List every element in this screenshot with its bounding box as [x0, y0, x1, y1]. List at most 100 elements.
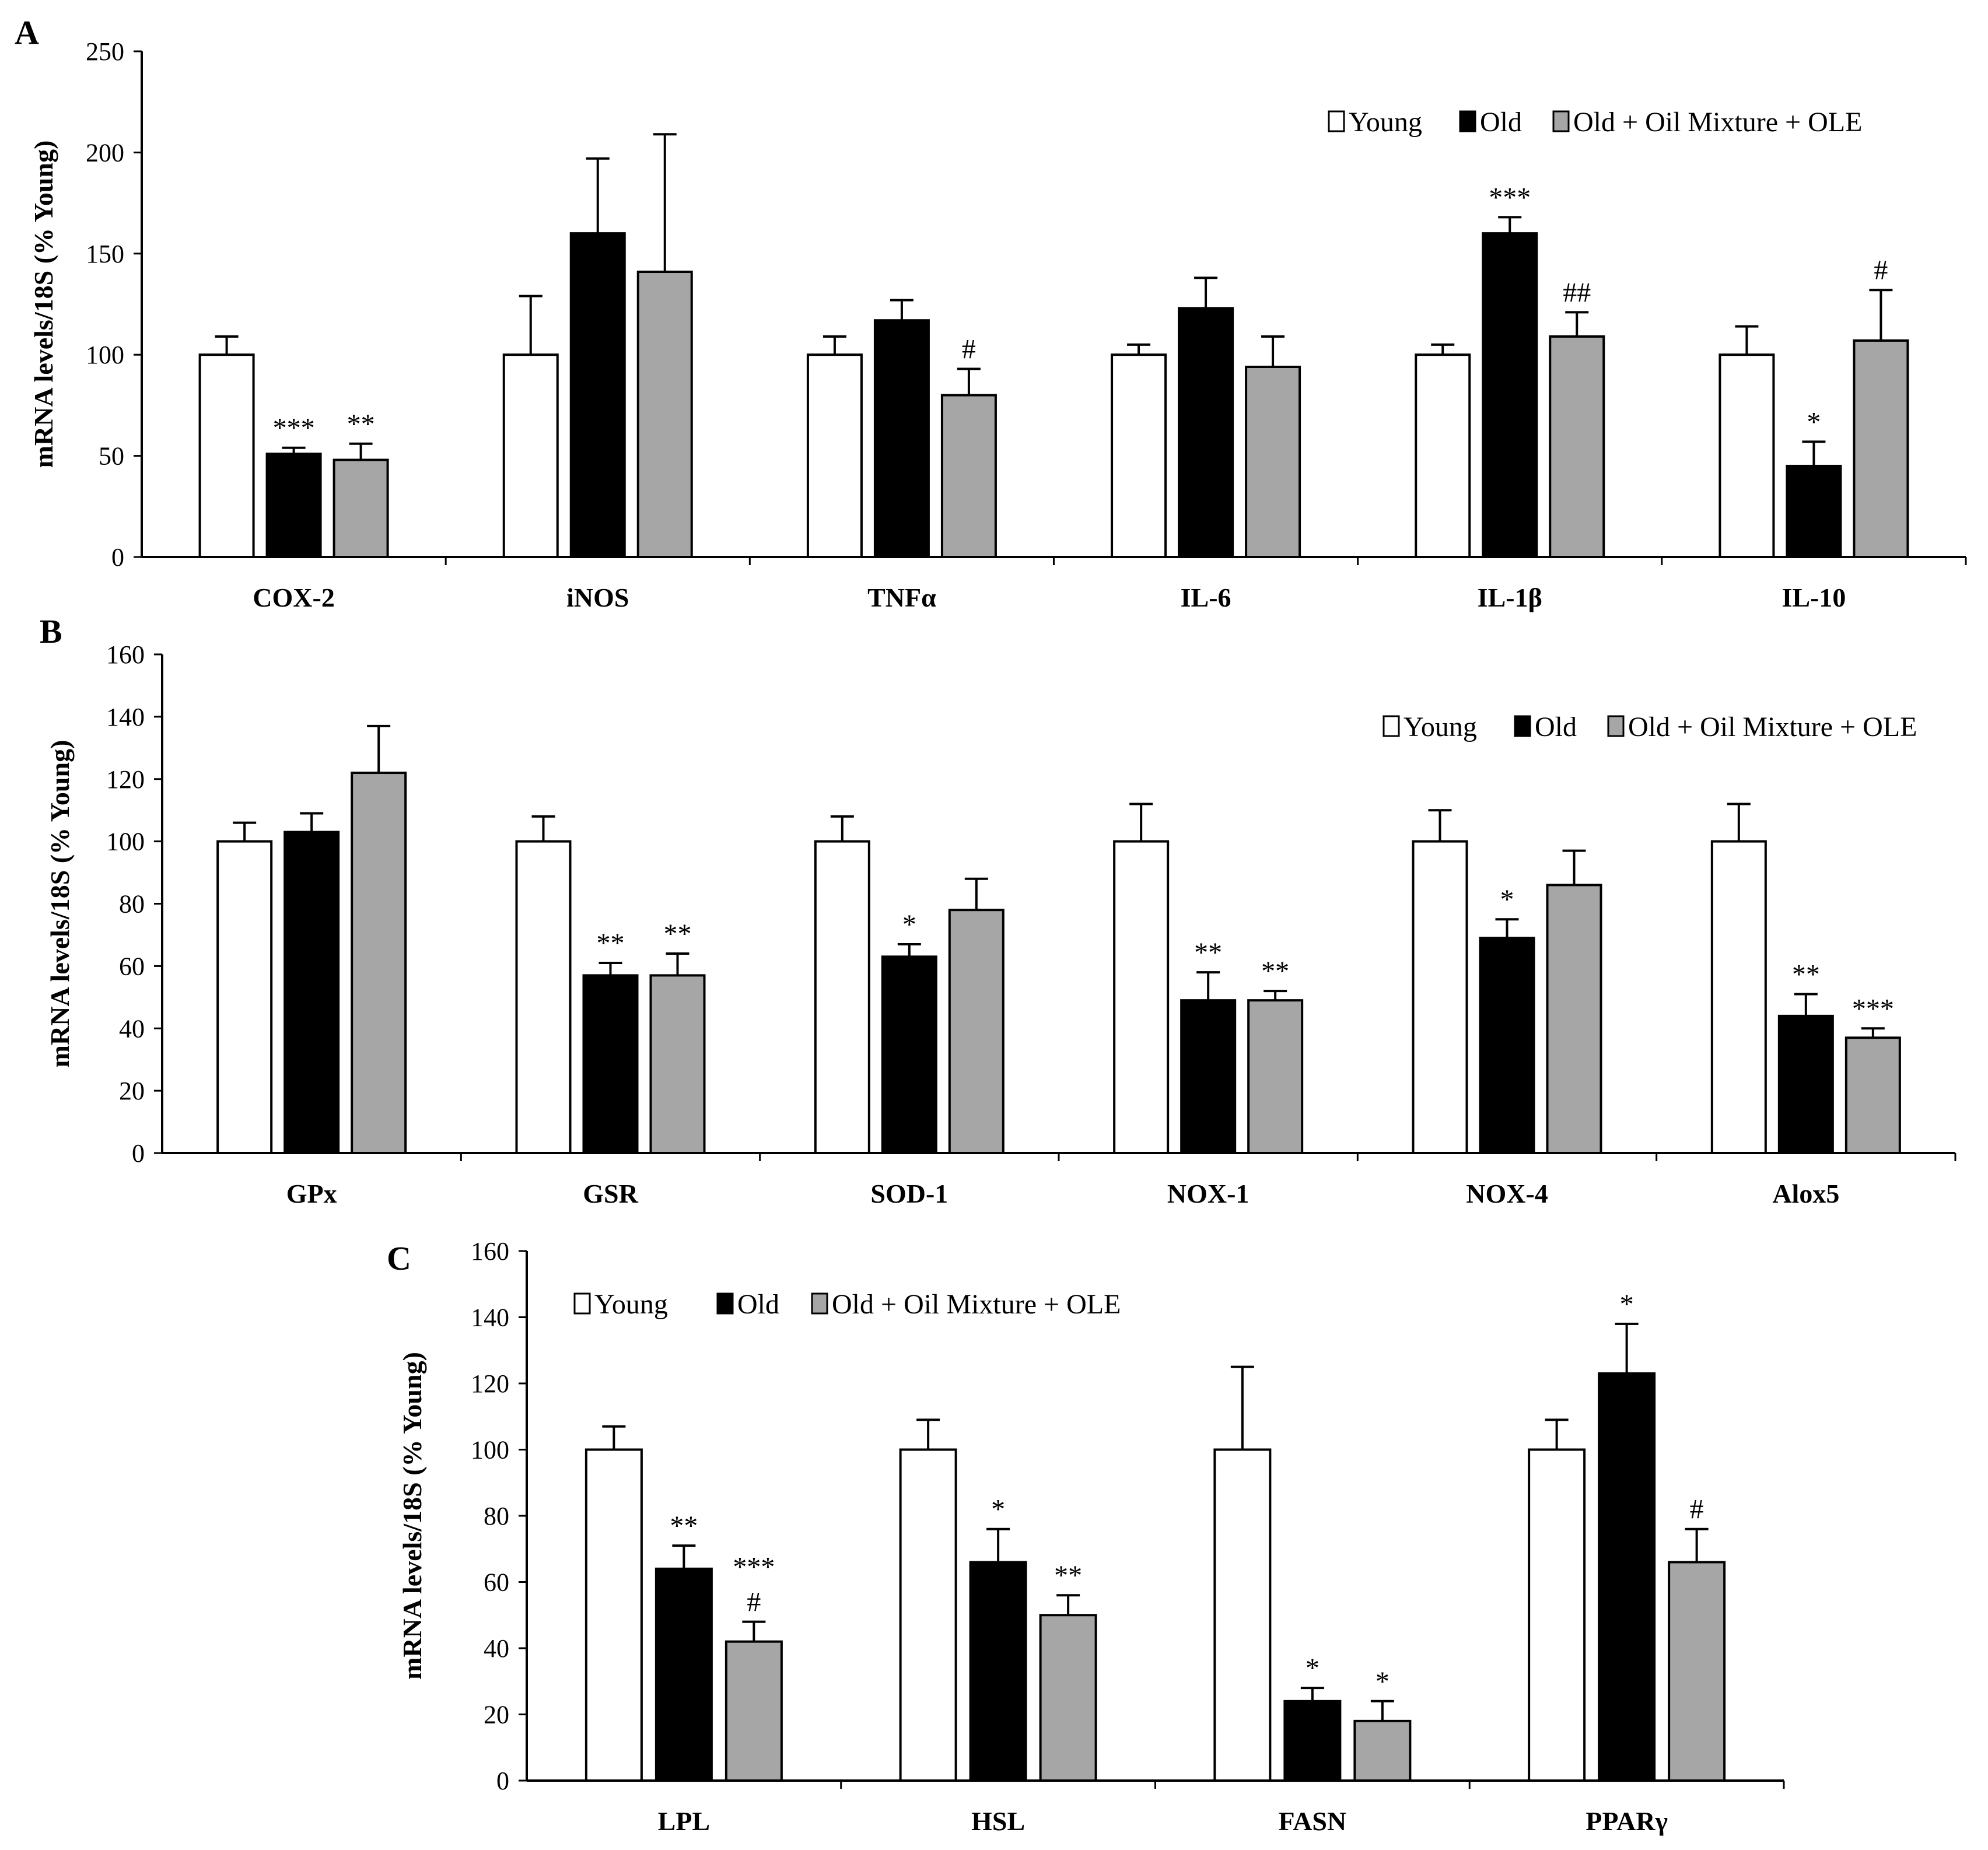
y-tick-label: 80 — [484, 1502, 509, 1530]
bar-gpx-old — [284, 831, 340, 1154]
bar-inos-old — [569, 232, 626, 558]
y-tick-label: 20 — [119, 1077, 145, 1105]
legend-swatch-young — [1382, 715, 1400, 737]
y-axis-title: mRNA levels/18S (% Young) — [45, 740, 75, 1068]
bar-alox5-old — [1777, 1014, 1834, 1154]
bar-fasn-old-oil-mixture-ole — [1353, 1719, 1412, 1782]
legend-label-old: Old — [737, 1289, 779, 1320]
bar-il-6-old — [1178, 307, 1234, 558]
panel-letter-b: B — [40, 612, 62, 650]
category-label-sod-1: SOD-1 — [870, 1179, 948, 1208]
y-tick-label: 120 — [471, 1369, 509, 1398]
y-tick-label: 150 — [86, 240, 124, 268]
significance-label-nox-1-old: ** — [1194, 937, 1222, 968]
bar-il-6-young — [1111, 353, 1167, 558]
bar-ppar-old — [1598, 1372, 1656, 1782]
y-axis-title: mRNA levels/18S (% Young) — [397, 1352, 427, 1680]
legend-swatch-old-oil-mixture-ole — [1607, 715, 1625, 737]
bar-il-1-old — [1482, 232, 1538, 558]
legend-swatch-old — [1514, 715, 1531, 737]
significance-label-tnf-old-oil-mixture-ole: # — [962, 334, 976, 365]
significance-label-alox5-old-oil-mixture-ole: *** — [1852, 993, 1894, 1024]
bar-gpx-young — [216, 840, 273, 1154]
category-label-gpx: GPx — [286, 1179, 337, 1208]
bar-gpx-old-oil-mixture-ole — [351, 772, 407, 1154]
y-tick-label: 40 — [484, 1634, 509, 1663]
category-label-hsl: HSL — [971, 1806, 1025, 1836]
legend-b: Young Old Old + Oil Mixture + OLE — [1382, 712, 1917, 742]
category-label-il-10: IL-10 — [1782, 583, 1846, 612]
legend-label-old-oil-mixture-ole: Old + Oil Mixture + OLE — [1573, 107, 1862, 138]
bar-nox-4-old — [1479, 937, 1535, 1154]
significance-label-nox-1-old-oil-mixture-ole: ** — [1261, 956, 1289, 987]
category-label-cox-2: COX-2 — [253, 583, 335, 612]
significance-label-il-1-old-oil-mixture-ole: ## — [1563, 277, 1591, 308]
category-label-lpl: LPL — [658, 1806, 710, 1836]
bar-nox-4-old-oil-mixture-ole — [1546, 884, 1602, 1154]
bar-il-10-old-oil-mixture-ole — [1853, 339, 1909, 558]
bar-hsl-old-oil-mixture-ole — [1039, 1614, 1097, 1782]
y-tick-label: 160 — [106, 640, 145, 669]
significance-label-alox5-old: ** — [1792, 959, 1820, 990]
significance-label-lpl-old-oil-mixture-ole: *** — [733, 1552, 775, 1583]
panel-a-chart: A 0 50 100 150 200 250 mRNA levels/18S (% Young… — [15, 13, 1967, 612]
category-label-nox-4: NOX-4 — [1466, 1179, 1548, 1208]
significance-label-il-10-old: * — [1807, 407, 1821, 437]
y-tick-label: 60 — [484, 1568, 509, 1597]
bar-cox-2-young — [198, 353, 255, 558]
bar-alox5-old-oil-mixture-ole — [1845, 1036, 1901, 1154]
bar-gsr-young — [515, 840, 572, 1154]
y-tick-label: 40 — [119, 1014, 145, 1043]
legend-label-old: Old — [1480, 107, 1522, 138]
category-label-ppar: PPARγ — [1586, 1806, 1668, 1836]
category-label-inos: iNOS — [566, 583, 629, 612]
legend-label-young: Young — [594, 1289, 668, 1320]
significance-label-gsr-old: ** — [597, 928, 625, 959]
panel-letter-a: A — [15, 13, 39, 51]
bar-nox-4-young — [1412, 840, 1468, 1154]
legend-swatch-old-oil-mixture-ole — [811, 1292, 828, 1315]
legend-swatch-old — [716, 1292, 734, 1315]
legend-label-young: Young — [1349, 107, 1422, 138]
bar-il-10-young — [1718, 353, 1775, 558]
legend-swatch-young — [1328, 110, 1345, 132]
y-tick-label: 0 — [132, 1139, 145, 1168]
significance-label-fasn-old-oil-mixture-ole: * — [1376, 1666, 1390, 1697]
bar-lpl-young — [584, 1448, 643, 1782]
significance-label-hsl-old: * — [991, 1494, 1005, 1525]
bar-hsl-old — [969, 1561, 1027, 1782]
y-tick-label: 250 — [86, 37, 124, 66]
bar-il-10-old — [1786, 464, 1842, 558]
y-tick-label: 100 — [106, 828, 145, 856]
significance-label-il-10-old-oil-mixture-ole: # — [1874, 255, 1888, 286]
y-tick-label: 0 — [111, 543, 124, 572]
category-label-gsr: GSR — [583, 1179, 638, 1208]
category-label-alox5: Alox5 — [1772, 1179, 1839, 1208]
legend-c: Young Old Old + Oil Mixture + OLE — [573, 1289, 1121, 1320]
y-tick-label: 120 — [106, 765, 145, 794]
bar-sod-1-young — [814, 840, 870, 1154]
bar-cox-2-old — [265, 453, 322, 559]
bar-ppar-old-oil-mixture-ole — [1668, 1561, 1726, 1782]
legend-label-old-oil-mixture-ole: Old + Oil Mixture + OLE — [832, 1289, 1121, 1320]
bar-alox5-young — [1710, 840, 1767, 1154]
significance-label-nox-4-old: * — [1500, 884, 1514, 915]
bar-ppar-young — [1528, 1448, 1586, 1782]
bar-il-1-young — [1415, 353, 1471, 558]
bar-gsr-old — [582, 974, 639, 1154]
significance-label-cox-2-old: *** — [273, 413, 315, 444]
significance-label-ppar-old-oil-mixture-ole: # — [1690, 1494, 1704, 1525]
bar-fasn-young — [1213, 1448, 1272, 1782]
bar-tnf-young — [806, 353, 863, 558]
significance-label-il-1-old: *** — [1489, 182, 1531, 213]
bar-lpl-old — [654, 1567, 713, 1782]
legend-label-young: Young — [1404, 712, 1477, 742]
bar-sod-1-old-oil-mixture-ole — [948, 909, 1005, 1154]
y-tick-label: 20 — [484, 1701, 509, 1729]
category-label-il-1: IL-1β — [1478, 583, 1542, 612]
bar-nox-1-young — [1113, 840, 1170, 1154]
bar-il-6-old-oil-mixture-ole — [1245, 366, 1301, 558]
y-tick-label: 60 — [119, 952, 145, 980]
y-tick-label: 140 — [471, 1304, 509, 1332]
category-label-fasn: FASN — [1279, 1806, 1347, 1836]
